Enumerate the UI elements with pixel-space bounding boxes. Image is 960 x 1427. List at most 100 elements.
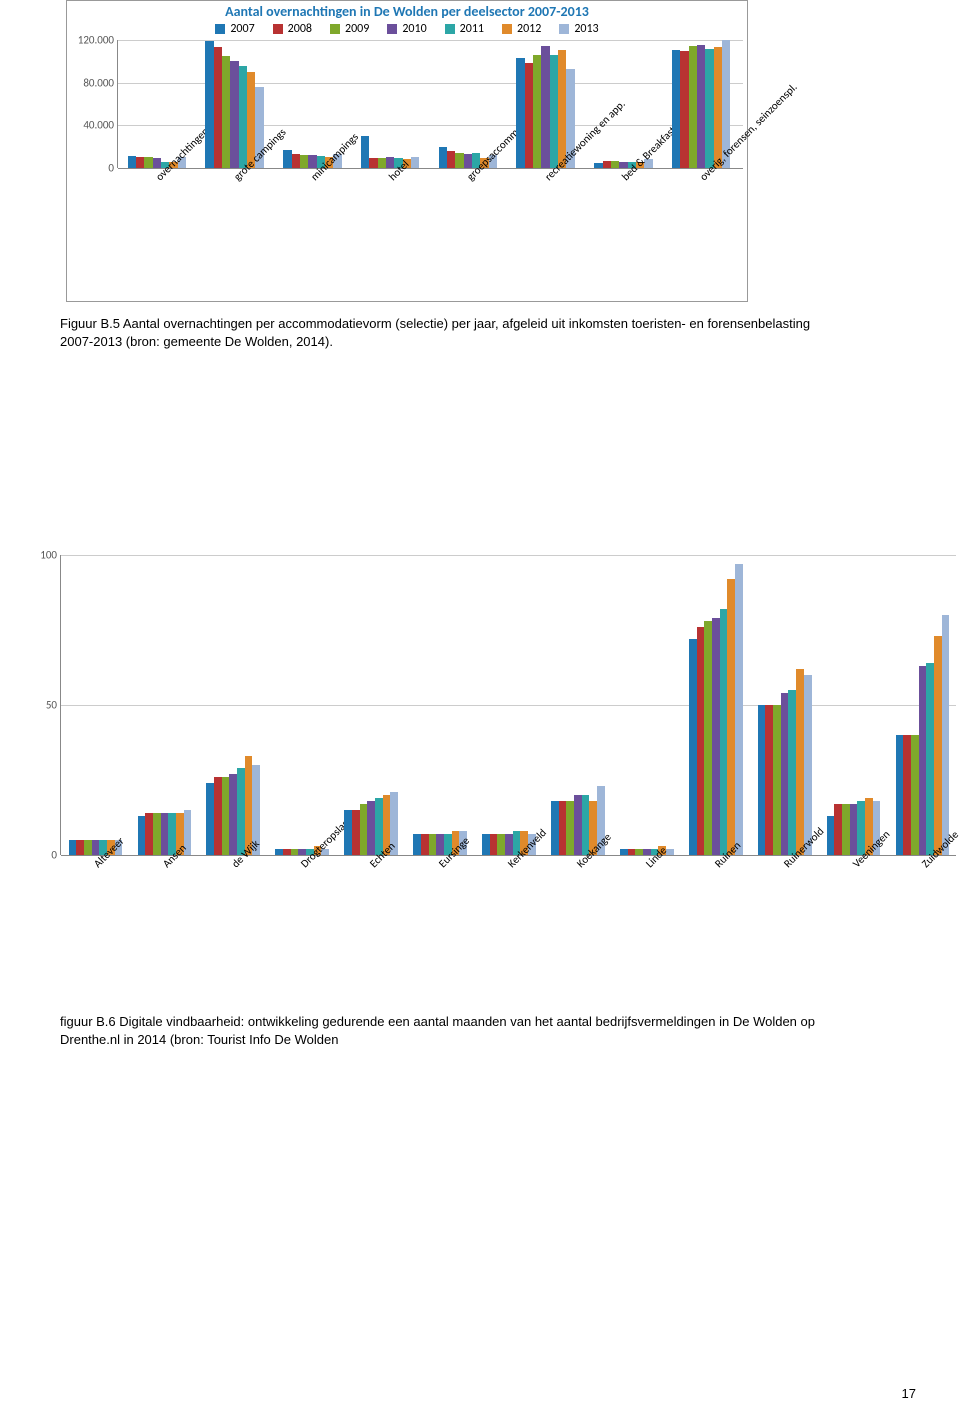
bar	[735, 564, 743, 855]
bar	[230, 61, 238, 168]
bar	[896, 735, 904, 855]
bar	[773, 705, 781, 855]
bar	[611, 161, 619, 168]
bar	[76, 840, 84, 855]
chart2-caption: figuur B.6 Digitale vindbaarheid: ontwik…	[60, 1013, 860, 1048]
bar	[574, 795, 582, 855]
gridline	[61, 705, 956, 706]
bar	[911, 735, 919, 855]
legend-swatch	[502, 24, 512, 34]
legend-swatch	[330, 24, 340, 34]
bar	[455, 153, 463, 168]
bar	[283, 849, 291, 855]
bar	[421, 834, 429, 855]
bar	[205, 41, 213, 168]
bar-group	[896, 615, 950, 855]
bar	[628, 849, 636, 855]
bar	[926, 663, 934, 855]
y-tick-label: 0	[51, 849, 57, 862]
legend-label: 2011	[460, 22, 484, 36]
y-tick-label: 50	[46, 699, 57, 712]
bar	[834, 804, 842, 855]
bar-group	[689, 564, 743, 855]
bar	[505, 834, 513, 855]
bar	[551, 801, 559, 855]
bar	[222, 56, 230, 168]
chart1-plot: 040.00080.000120.000overnachtingen diver…	[117, 40, 743, 168]
bar	[153, 813, 161, 855]
bar	[497, 834, 505, 855]
bar	[138, 816, 146, 855]
bar	[697, 627, 705, 855]
legend-item: 2008	[273, 22, 312, 36]
bar	[369, 158, 377, 168]
chart1-legend: 2007200820092010201120122013	[67, 20, 747, 40]
bar	[436, 834, 444, 855]
bar	[704, 621, 712, 855]
bar-group	[361, 136, 419, 168]
bar	[145, 813, 153, 855]
bar	[541, 46, 549, 168]
chart1-caption: Figuur B.5 Aantal overnachtingen per acc…	[60, 315, 840, 350]
bar	[69, 840, 77, 855]
bar	[796, 669, 804, 855]
chart2-box: 050100AlteveerAnsende WijkDrogteropslage…	[26, 555, 960, 995]
legend-swatch	[559, 24, 569, 34]
legend-item: 2010	[387, 22, 426, 36]
legend-label: 2010	[402, 22, 426, 36]
bar	[942, 615, 950, 855]
bar	[413, 834, 421, 855]
y-tick-label: 80.000	[83, 76, 114, 89]
bar	[360, 804, 368, 855]
legend-item: 2013	[559, 22, 598, 36]
y-tick-label: 120.000	[78, 34, 114, 47]
bar	[344, 810, 352, 855]
bar	[603, 161, 611, 168]
bar	[680, 51, 688, 168]
bar	[727, 579, 735, 855]
legend-item: 2007	[215, 22, 254, 36]
bar	[765, 705, 773, 855]
legend-label: 2013	[574, 22, 598, 36]
legend-label: 2007	[230, 22, 254, 36]
bar	[620, 849, 628, 855]
bar	[594, 163, 602, 168]
bar-group	[758, 669, 812, 855]
page-number: 17	[902, 1386, 916, 1401]
y-tick-label: 100	[40, 549, 57, 562]
bar	[689, 639, 697, 855]
gridline	[61, 555, 956, 556]
bar	[516, 58, 524, 168]
legend-swatch	[273, 24, 283, 34]
bar	[136, 157, 144, 168]
legend-item: 2009	[330, 22, 369, 36]
bar	[635, 849, 643, 855]
bar	[827, 816, 835, 855]
bar	[919, 666, 927, 855]
bar	[550, 55, 558, 168]
x-category-label: bed & Breakfast	[619, 124, 679, 184]
bar	[300, 155, 308, 168]
bar	[237, 768, 245, 855]
legend-swatch	[387, 24, 397, 34]
legend-swatch	[215, 24, 225, 34]
bar	[229, 774, 237, 855]
legend-label: 2009	[345, 22, 369, 36]
bar	[566, 801, 574, 855]
bar	[144, 157, 152, 168]
bar	[490, 834, 498, 855]
bar	[378, 158, 386, 168]
bar	[214, 47, 222, 168]
bar	[128, 156, 136, 168]
bar	[482, 834, 490, 855]
bar	[697, 45, 705, 168]
bar	[720, 609, 728, 855]
bar	[533, 55, 541, 168]
bar	[842, 804, 850, 855]
y-tick-label: 0	[108, 162, 114, 175]
bar	[934, 636, 942, 855]
bar	[758, 705, 766, 855]
bar	[411, 157, 419, 168]
chart1-title: Aantal overnachtingen in De Wolden per d…	[67, 1, 747, 20]
bar	[222, 777, 230, 855]
